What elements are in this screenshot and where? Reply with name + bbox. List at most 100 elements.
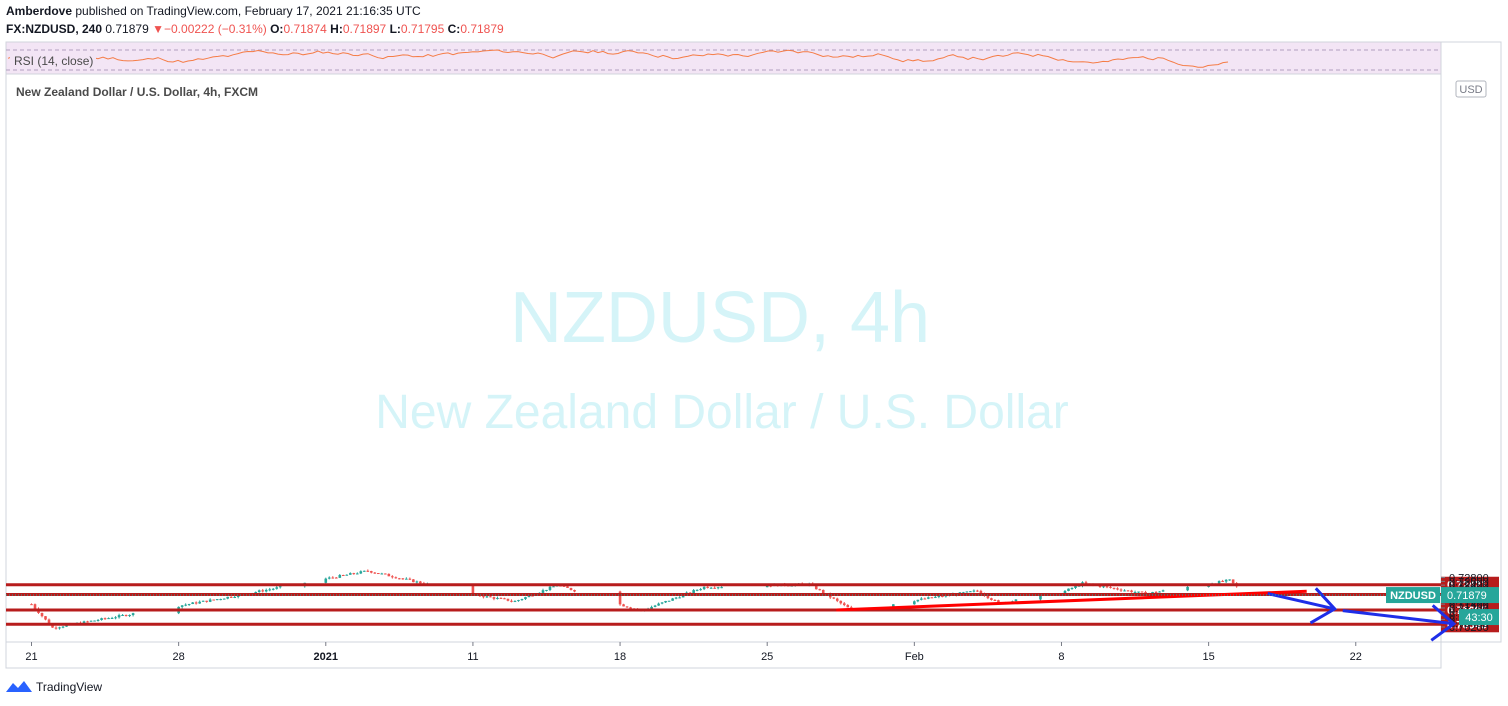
candle-body — [927, 597, 930, 599]
candle-body — [212, 599, 215, 601]
candle-body — [527, 595, 531, 598]
candle-body — [233, 596, 236, 598]
candle-body — [962, 592, 965, 594]
candle-body — [1063, 590, 1067, 594]
currency-badge[interactable] — [1455, 80, 1487, 98]
candle-body — [96, 620, 100, 622]
candle-body — [965, 591, 969, 593]
candle-body — [124, 614, 128, 617]
candle-body — [86, 621, 89, 623]
candle-body — [548, 586, 552, 590]
x-axis-ticks: 21 28 2021 11 18 25 Feb 8 15 22 — [25, 642, 1362, 663]
candle-body — [58, 627, 61, 629]
publish-info: Amberdove published on TradingView.com, … — [6, 4, 421, 18]
candle-body — [916, 599, 920, 602]
symbol-label: FX:NZDUSD, 240 — [6, 22, 103, 36]
candle-body — [552, 586, 555, 588]
candle-body — [1109, 586, 1112, 588]
candle-body — [349, 573, 352, 575]
candle-body — [650, 606, 653, 609]
close-label: C: — [447, 22, 461, 36]
y-tick-label: 0.72800 — [1449, 573, 1489, 585]
y-tick-label: 0.72600 — [1449, 576, 1489, 588]
countdown-tag — [1459, 609, 1499, 626]
candle-body — [222, 598, 226, 600]
candle-body — [720, 587, 723, 589]
candle-body — [1014, 599, 1018, 602]
candle-body — [972, 590, 976, 592]
candle-body — [121, 614, 124, 616]
candle-body — [363, 570, 366, 572]
candle-body — [370, 571, 373, 573]
candle-body — [33, 604, 37, 609]
candle-body — [359, 571, 363, 574]
x-tick-label: 25 — [761, 651, 773, 663]
last-value: 0.71879 — [105, 22, 149, 36]
candle-body — [1077, 585, 1081, 587]
candle-body — [1119, 589, 1123, 591]
low-label: L: — [389, 22, 401, 36]
candle-body — [408, 578, 412, 580]
candle-body — [569, 587, 573, 591]
candle-body — [702, 586, 706, 590]
candle-body — [100, 618, 103, 621]
candle-body — [405, 578, 408, 580]
author-name[interactable]: Amberdove — [6, 4, 73, 18]
candle-body — [818, 589, 822, 591]
rsi-legend-bg — [10, 52, 96, 68]
candle-body — [485, 596, 489, 598]
candle-body — [271, 588, 275, 590]
candle-body — [506, 598, 510, 601]
rsi-pane[interactable] — [5, 41, 1442, 75]
candle-body — [114, 617, 117, 619]
projection-arrow-shaft — [1267, 592, 1336, 611]
candle-body — [47, 619, 51, 625]
candle-body — [257, 590, 261, 593]
candle-body — [531, 595, 534, 597]
brand-name[interactable]: TradingView — [36, 680, 103, 694]
main-pane[interactable] — [5, 73, 1442, 643]
candle-body — [215, 599, 219, 601]
countdown-label: 43:30 — [1465, 612, 1493, 624]
tradingview-logo-icon — [6, 681, 32, 692]
candle-body — [226, 596, 229, 599]
change-value: −0.00222 (−0.31%) — [164, 22, 267, 36]
x-tick-label: 21 — [25, 651, 37, 663]
candle-body — [562, 585, 566, 587]
candle-body — [541, 590, 545, 593]
last-price-marker: NZDUSD 0.71879 43:30 — [6, 587, 1499, 626]
candle-body — [89, 620, 93, 622]
candle-body — [1116, 588, 1119, 590]
candle-body — [930, 597, 934, 599]
watermark-symbol: NZDUSD, 4h — [510, 278, 930, 358]
candle-body — [1102, 586, 1105, 588]
candle-body — [990, 598, 993, 600]
candle-body — [391, 576, 394, 578]
candle-body — [191, 602, 194, 605]
candle-body — [398, 578, 401, 580]
candle-body — [692, 590, 695, 593]
drawings — [836, 587, 1457, 642]
chart-legend: New Zealand Dollar / U.S. Dollar, 4h, FX… — [16, 85, 258, 99]
candle-body — [653, 605, 657, 607]
candle-body — [1070, 587, 1074, 589]
ohlc-bar: FX:NZDUSD, 240 0.71879 ▼−0.00222 (−0.31%… — [6, 22, 504, 36]
time-axis[interactable] — [5, 641, 1442, 669]
candle-body — [103, 618, 107, 620]
candle-body — [482, 596, 485, 598]
candle-body — [520, 599, 524, 601]
candle-body — [1112, 587, 1116, 589]
price-axis[interactable] — [1440, 41, 1502, 643]
candle-body — [622, 604, 625, 607]
candle-body — [517, 600, 520, 602]
candle-body — [814, 585, 818, 590]
symbol-tag — [1386, 587, 1440, 604]
last-price-label: 0.71879 — [1447, 590, 1487, 602]
candle-body — [187, 604, 191, 606]
x-tick-label: 18 — [614, 651, 626, 663]
candle-body — [699, 589, 702, 591]
candle-body — [986, 595, 990, 599]
candle-body — [492, 597, 496, 599]
last-price-tag — [1441, 587, 1499, 604]
